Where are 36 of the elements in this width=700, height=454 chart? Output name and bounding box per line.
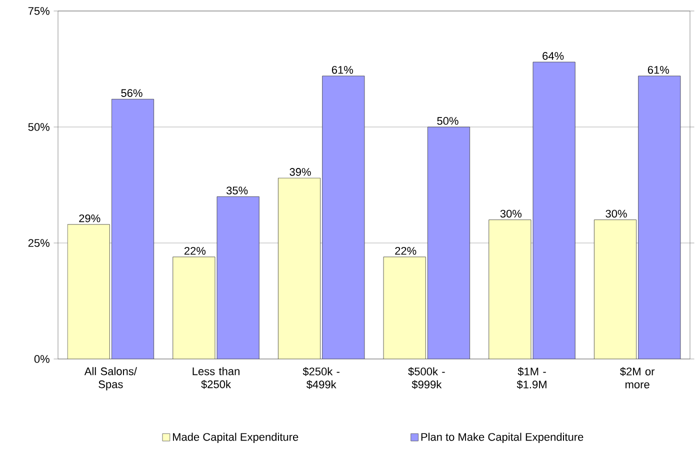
data-label: 61% — [332, 66, 354, 74]
bar — [172, 256, 216, 359]
x-tick-label: $2M or more — [620, 367, 655, 388]
bar — [384, 256, 426, 359]
x-tick-label: $250k - $499k — [302, 367, 340, 390]
x-tick-label: $1M - $1.9M — [516, 367, 546, 390]
data-label: 39% — [290, 168, 311, 176]
data-label: 22% — [395, 246, 416, 255]
data-label: 64% — [542, 52, 564, 60]
bar — [322, 76, 364, 359]
bar — [68, 224, 110, 359]
x-tick-label: Less than $250k — [192, 367, 240, 389]
data-label: 35% — [226, 186, 248, 194]
x-tick-label: All Salons/ Spas — [84, 367, 137, 390]
bar — [112, 99, 154, 359]
data-label: 50% — [437, 117, 458, 125]
bar — [594, 220, 637, 359]
bar — [278, 178, 320, 359]
x-tick-label: $500k - $999k — [408, 367, 445, 390]
legend-label: Made Capital Expenditure — [173, 432, 298, 444]
bar — [217, 196, 260, 359]
data-label: 30% — [500, 210, 522, 218]
data-label: 22% — [184, 246, 206, 255]
data-label: 56% — [121, 89, 142, 97]
bar — [638, 76, 681, 359]
y-tick-label: 75% — [28, 7, 50, 15]
y-tick-label: 0% — [34, 355, 50, 363]
bar — [428, 126, 470, 359]
bar — [533, 62, 576, 359]
data-label: 29% — [79, 214, 100, 222]
data-label: 30% — [606, 210, 627, 218]
data-label: 61% — [648, 66, 669, 74]
y-tick-label: 25% — [28, 239, 50, 247]
bar — [488, 220, 531, 359]
y-tick-label: 50% — [28, 123, 50, 131]
legend-label: Plan to Make Capital Expenditure — [421, 432, 584, 444]
